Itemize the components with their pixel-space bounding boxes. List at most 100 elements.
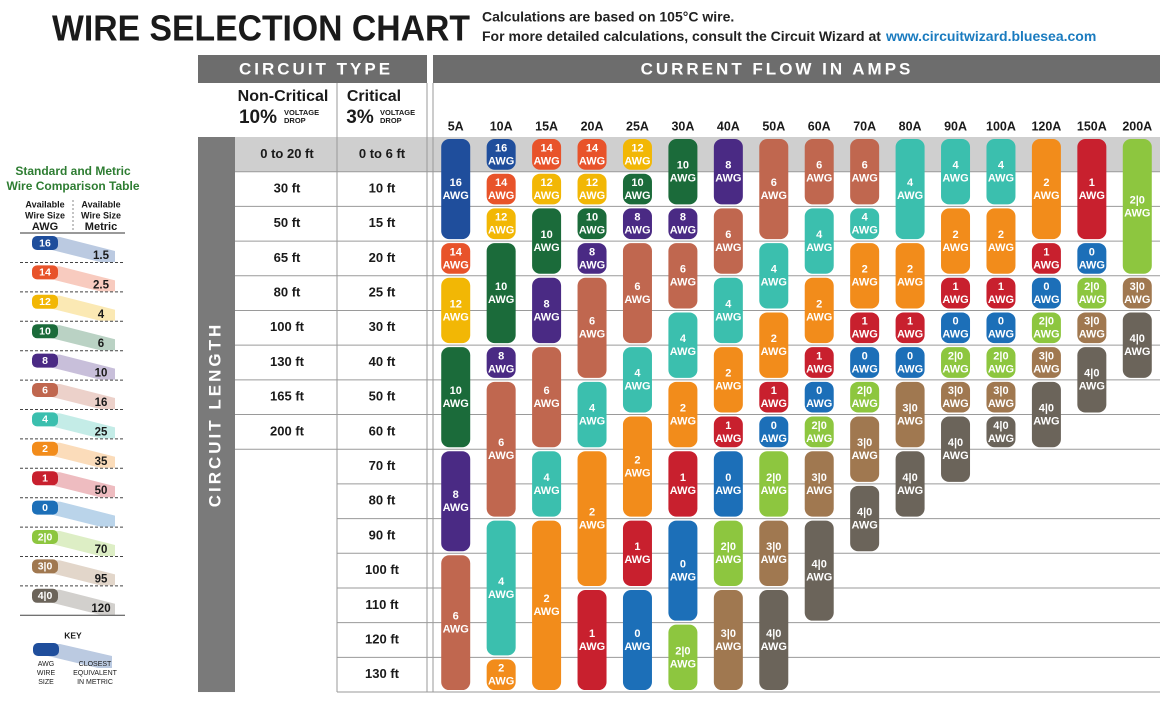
amp-label: 20A	[581, 119, 604, 133]
awg-label: AWG	[715, 485, 741, 497]
amp-label: 40A	[717, 119, 740, 133]
awg-label: AWG	[1079, 329, 1105, 341]
length-label: 10 ft	[369, 180, 396, 195]
wire-pill	[441, 347, 471, 448]
length-label: 30 ft	[274, 180, 301, 195]
key-label: AWG	[38, 661, 54, 668]
awg-label: AWG	[761, 485, 787, 497]
length-label: 110 ft	[365, 597, 399, 612]
amp-label: 200A	[1122, 119, 1152, 133]
link[interactable]: www.circuitwizard.bluesea.com	[885, 28, 1096, 44]
awg-label: AWG	[852, 363, 878, 375]
gauge-label: 1	[680, 472, 686, 484]
wire-pill	[713, 451, 743, 517]
gauge-label: 14	[495, 177, 508, 189]
wire-pill	[850, 312, 880, 344]
gauge-label: 4	[998, 160, 1005, 172]
gauge-label: 4	[952, 160, 959, 172]
comparison-awg: 4|0	[38, 590, 53, 602]
wire-pill	[850, 139, 880, 205]
awg-label: AWG	[1033, 190, 1059, 202]
page-title: WIRE SELECTION CHART	[52, 8, 470, 49]
wire-pill	[986, 208, 1016, 274]
awg-label: AWG	[806, 433, 832, 445]
wire-pill	[804, 520, 834, 621]
awg-label: AWG	[624, 554, 650, 566]
comparison-metric: 120	[91, 603, 110, 615]
wire-pill	[759, 416, 789, 448]
comparison-stripe	[48, 384, 115, 409]
length-label: 130 ft	[270, 354, 305, 369]
gauge-label: 8	[544, 298, 550, 310]
note-text: For more detailed calculations, consult …	[482, 28, 881, 44]
awg-label: AWG	[761, 641, 787, 653]
wire-pill	[986, 416, 1016, 448]
awg-label: AWG	[806, 311, 832, 323]
awg-label: AWG	[579, 329, 605, 341]
gauge-label: 12	[586, 177, 598, 189]
wire-pill	[486, 520, 516, 656]
awg-label: AWG	[942, 294, 968, 306]
awg-label: AWG	[670, 572, 696, 584]
wire-pill	[532, 139, 562, 170]
awg-label: AWG	[988, 173, 1014, 185]
awg-label: AWG	[806, 572, 832, 584]
awg-label: AWG	[852, 277, 878, 289]
wire-pill	[941, 139, 971, 205]
wire-pill	[577, 277, 607, 378]
awg-label: AWG	[852, 519, 878, 531]
note: Calculations are based on 105°C wire.	[482, 9, 734, 25]
gauge-label: 1	[907, 316, 913, 328]
length-label: 0 to 6 ft	[359, 146, 406, 161]
awg-label: AWG	[443, 311, 469, 323]
comparison-stripe	[48, 472, 115, 498]
awg-label: AWG	[715, 173, 741, 185]
wire-pill	[1077, 312, 1107, 344]
length-label: 65 ft	[274, 250, 301, 265]
note: For more detailed calculations, consult …	[482, 28, 1096, 44]
wire-pill	[668, 312, 698, 378]
awg-label: AWG	[488, 589, 514, 601]
comparison-awg: 3|0	[38, 561, 53, 573]
gauge-label: 0	[1089, 246, 1095, 258]
wire-pill	[850, 416, 880, 482]
comparison-awg: 12	[39, 296, 51, 308]
wire-pill	[441, 139, 471, 240]
gauge-label: 8	[634, 212, 640, 224]
comparison-metric: 10	[95, 368, 108, 380]
drop-label: DROP	[284, 116, 306, 125]
length-band-title: CIRCUIT LENGTH	[205, 322, 224, 508]
wire-pill	[804, 416, 834, 448]
wire-pill	[1031, 243, 1061, 274]
gauge-label: 8	[498, 350, 504, 362]
header-band	[198, 55, 427, 83]
wire-pill	[668, 451, 698, 517]
comparison-header: AWG	[32, 221, 58, 233]
amp-label: 30A	[671, 119, 694, 133]
wire-pill	[941, 347, 971, 378]
drop-percent: 10%	[239, 107, 277, 128]
awg-label: AWG	[988, 433, 1014, 445]
wire-pill	[622, 589, 652, 691]
wire-pill	[441, 555, 471, 691]
comparison-header: Available	[25, 199, 64, 209]
length-label: 100 ft	[365, 562, 400, 577]
awg-label: AWG	[488, 225, 514, 237]
gauge-label: 6	[771, 177, 777, 189]
awg-label: AWG	[852, 329, 878, 341]
